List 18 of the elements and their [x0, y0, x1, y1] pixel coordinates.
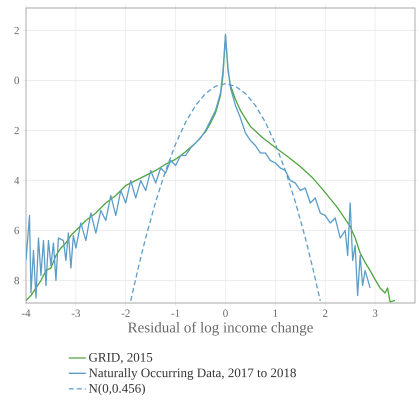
- y-tick-label: 0: [14, 76, 20, 84]
- legend-label: N(0,0.456): [88, 384, 145, 396]
- x-axis-title: Residual of log income change: [128, 322, 313, 336]
- x-tick-label: 2: [322, 310, 328, 317]
- y-tick-label: 2: [14, 26, 19, 34]
- x-tick-label: -4: [22, 310, 30, 317]
- x-tick-label: 0: [223, 310, 228, 317]
- x-tick-label: -1: [171, 310, 180, 317]
- x-tick-label: -3: [72, 310, 80, 317]
- legend-label: Naturally Occurring Data, 2017 to 2018: [88, 368, 296, 380]
- y-tick-label: 4: [14, 176, 20, 184]
- x-tick-label: 3: [372, 310, 378, 317]
- legend-label: GRID, 2015: [89, 352, 152, 364]
- y-tick-label: 2: [14, 126, 19, 134]
- y-tick-label: 6: [14, 226, 20, 234]
- x-tick-label: 1: [274, 310, 278, 317]
- y-tick-label: 8: [14, 276, 20, 284]
- x-tick-label: -2: [122, 310, 130, 317]
